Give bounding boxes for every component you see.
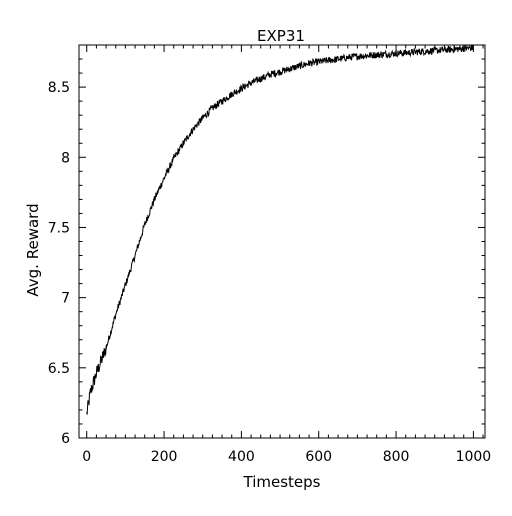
y-tick-label: 7.5 bbox=[48, 220, 70, 236]
x-tick-label: 1000 bbox=[456, 449, 492, 465]
y-axis-tick-labels: 6 6.5 7 7.5 8 8.5 bbox=[48, 80, 70, 447]
x-tick-label: 200 bbox=[151, 449, 178, 465]
x-axis-tick-labels: 0 200 400 600 800 1000 bbox=[82, 449, 491, 465]
series-line bbox=[86, 44, 474, 415]
y-axis-ticks bbox=[79, 86, 485, 439]
y-tick-label: 6.5 bbox=[48, 361, 70, 377]
y-tick-label: 8.5 bbox=[48, 80, 70, 96]
x-axis-label: Timesteps bbox=[243, 473, 321, 491]
x-tick-label: 600 bbox=[305, 449, 332, 465]
y-tick-label: 6 bbox=[61, 431, 70, 447]
chart-title: EXP31 bbox=[257, 27, 305, 45]
y-axis-label: Avg. Reward bbox=[24, 203, 42, 296]
y-axis-minor-ticks bbox=[79, 44, 485, 425]
x-axis-minor-ticks bbox=[95, 45, 484, 438]
x-axis-ticks bbox=[86, 45, 474, 438]
y-tick-label: 8 bbox=[61, 150, 70, 166]
x-tick-label: 400 bbox=[228, 449, 255, 465]
x-tick-label: 800 bbox=[383, 449, 410, 465]
y-tick-label: 7 bbox=[61, 291, 70, 307]
x-tick-label: 0 bbox=[82, 449, 91, 465]
